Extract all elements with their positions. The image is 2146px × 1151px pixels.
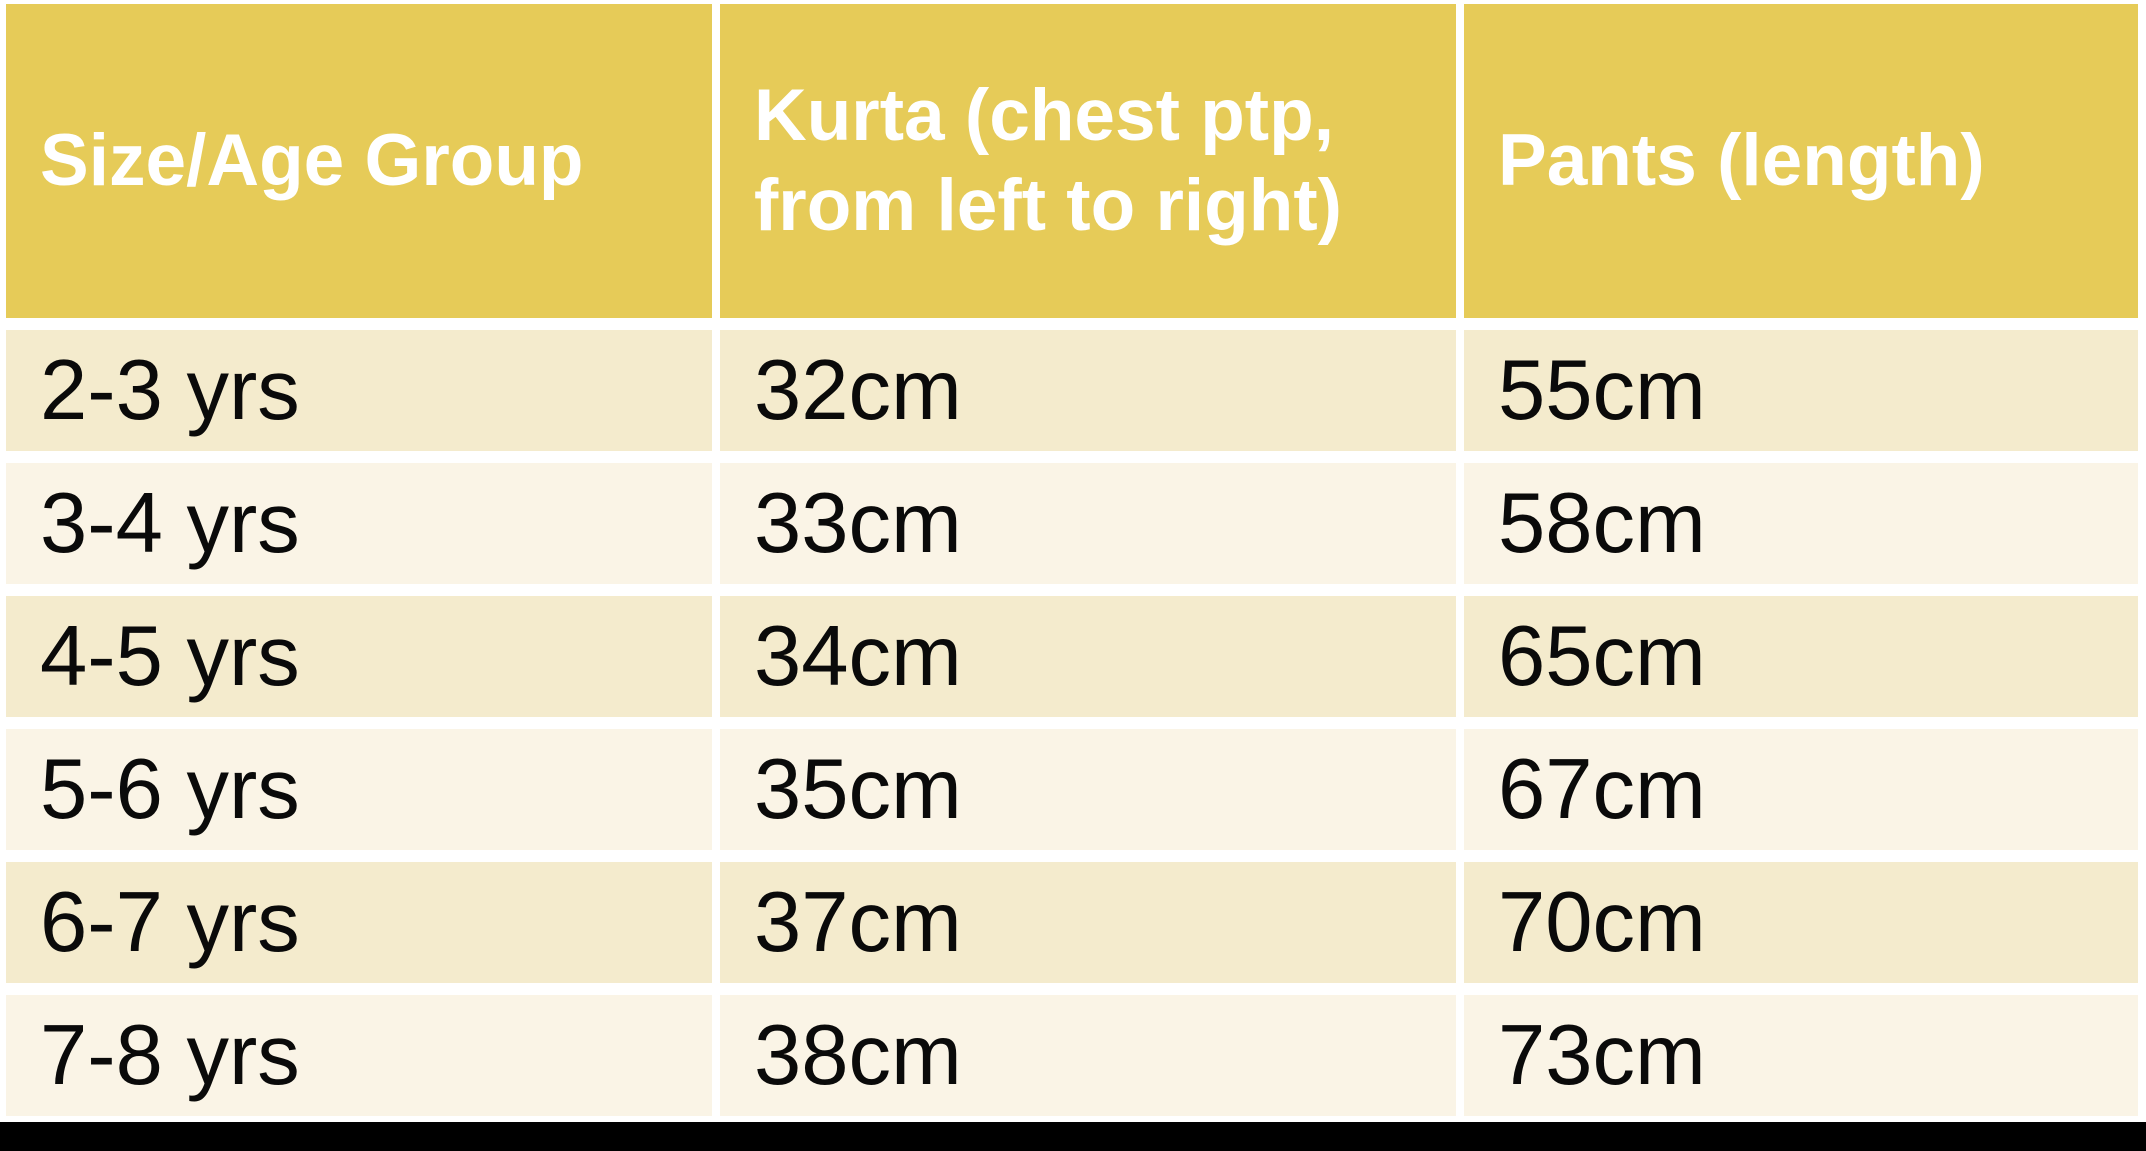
column-header-pants-length: Pants (length) — [1464, 4, 2138, 318]
cell-pants-length: 70cm — [1464, 862, 2138, 983]
cell-pants-length: 65cm — [1464, 596, 2138, 717]
cell-size-age: 3-4 yrs — [6, 463, 712, 584]
cell-size-age: 2-3 yrs — [6, 330, 712, 451]
cell-size-age: 4-5 yrs — [6, 596, 712, 717]
bottom-black-bar — [0, 1122, 2146, 1151]
column-header-kurta-chest: Kurta (chest ptp, from left to right) — [720, 4, 1456, 318]
cell-size-age: 5-6 yrs — [6, 729, 712, 850]
size-chart-table: Size/Age Group Kurta (chest ptp, from le… — [6, 4, 2138, 1116]
cell-kurta-chest: 37cm — [720, 862, 1456, 983]
cell-kurta-chest: 35cm — [720, 729, 1456, 850]
cell-kurta-chest: 32cm — [720, 330, 1456, 451]
column-header-size-age-group: Size/Age Group — [6, 4, 712, 318]
cell-pants-length: 58cm — [1464, 463, 2138, 584]
cell-size-age: 6-7 yrs — [6, 862, 712, 983]
cell-kurta-chest: 34cm — [720, 596, 1456, 717]
cell-size-age: 7-8 yrs — [6, 995, 712, 1116]
cell-kurta-chest: 33cm — [720, 463, 1456, 584]
cell-pants-length: 55cm — [1464, 330, 2138, 451]
cell-kurta-chest: 38cm — [720, 995, 1456, 1116]
cell-pants-length: 73cm — [1464, 995, 2138, 1116]
cell-pants-length: 67cm — [1464, 729, 2138, 850]
